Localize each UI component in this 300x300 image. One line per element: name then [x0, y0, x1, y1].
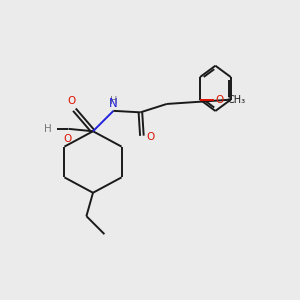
- Text: O: O: [216, 95, 224, 105]
- Text: CH₃: CH₃: [227, 95, 245, 105]
- Text: O: O: [64, 134, 72, 144]
- Text: N: N: [109, 97, 118, 110]
- Text: O: O: [146, 132, 154, 142]
- Text: O: O: [68, 96, 76, 106]
- Text: H: H: [44, 124, 52, 134]
- Text: H: H: [110, 96, 117, 106]
